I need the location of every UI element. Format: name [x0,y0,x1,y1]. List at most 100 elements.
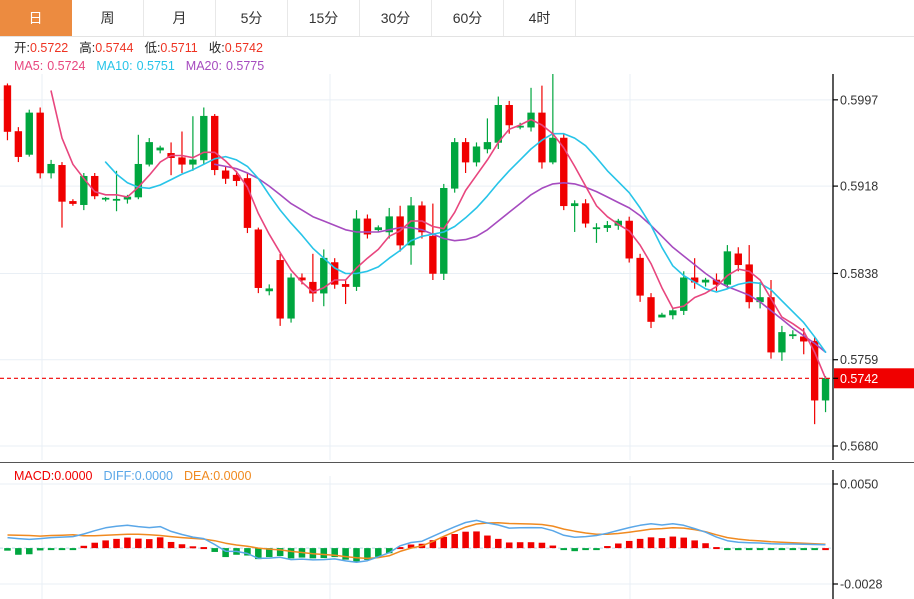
macd-legend: MACD:0.0000 DIFF:0.0000 DEA:0.0000 [14,468,251,484]
macd-chart[interactable]: 0.0050 -0.0028 [0,462,914,599]
macd-bar [47,548,55,551]
period-tab-label: 30分 [380,10,411,26]
macd-bar [69,548,77,551]
macd-bar [625,540,633,549]
macd-bar [505,542,513,549]
macd-bar [145,539,153,549]
candle-body [101,197,110,200]
candle-body [461,142,470,163]
period-tab-label: 5分 [240,10,263,26]
period-tab-2[interactable]: 月 [144,0,216,36]
dea-label: DEA: [184,469,214,483]
macd-bar [473,531,480,549]
candle-body [778,332,786,353]
macd-bar [244,548,251,556]
macd-bar [167,541,175,549]
macd-bar [582,548,589,551]
last-price-badge [834,368,914,389]
macd-bar [647,537,655,549]
candle-body [418,205,426,233]
candle-body [614,220,622,226]
macd-bar [407,544,415,549]
price-legend: 开:0.5722 高:0.5744 低:0.5711 收:0.5742 MA5: 0.5… [14,40,264,76]
candle-body [363,218,372,235]
open-label: 开: [14,41,30,55]
price-tick-label: 0.5680 [840,440,878,454]
period-tab-label: 4时 [528,10,551,26]
candle-body [603,225,612,228]
period-tabbar: 日 周 月 5分 15分 30分 60分 4时 [0,0,914,37]
period-tab-4[interactable]: 15分 [288,0,360,36]
macd-bar [222,548,229,558]
candle-body [254,229,263,288]
candle-body [625,220,633,259]
ma5-line [50,90,827,380]
macd-bar [189,546,197,549]
candle-body [80,175,88,205]
macd-bar [287,548,295,559]
period-tab-7[interactable]: 4时 [504,0,576,36]
candle-body [156,147,164,151]
macd-bar [135,538,142,549]
candle-body [374,227,383,231]
period-tab-1[interactable]: 周 [72,0,144,36]
candle-body [265,288,273,292]
period-tab-3[interactable]: 5分 [216,0,288,36]
macd-bar [800,548,808,551]
macd-bar [495,538,502,549]
candle-body [352,218,361,287]
macd-label: MACD: [14,469,55,483]
macd-bar [113,538,120,549]
macd-bar [396,547,404,550]
candle-body [647,297,655,322]
candle-body [669,310,677,316]
macd-bar [36,548,44,551]
macd-bar [549,545,557,549]
candle-body [810,340,819,401]
period-tab-label: 60分 [452,10,483,26]
candle-body [341,284,350,287]
candle-body [3,85,12,132]
macd-bar [102,540,109,549]
period-tab-0[interactable]: 日 [0,0,72,36]
ma20-line [213,163,827,353]
candle-body [581,203,590,224]
macd-bar [156,537,164,549]
macd-tick-label: -0.0028 [840,578,882,592]
macd-bar [593,548,600,551]
diff-value: 0.0000 [134,469,173,483]
period-tab-5[interactable]: 30分 [360,0,432,36]
macd-bar [516,542,524,549]
macd-bar [527,542,535,549]
ma10-line [104,132,827,353]
price-plot: 0.5997 0.5918 0.5838 0.5759 0.5680 0.5742 [0,74,914,460]
high-value: 0.5744 [95,41,134,55]
macd-bar [745,548,753,551]
macd-bar [265,548,273,558]
macd-bar [778,548,786,551]
last-price-badge-label: 0.5742 [840,372,878,386]
macd-bar [735,548,742,551]
macd-bar [560,548,568,551]
period-tab-label: 周 [100,10,115,26]
macd-bar [538,542,546,549]
macd-bar [4,548,11,551]
macd-bar [385,548,393,554]
candle-series [3,74,830,425]
macd-bar [484,535,491,549]
macd-bar [178,544,186,549]
macd-bar [724,548,731,551]
macd-bar [255,548,262,560]
candle-body [680,277,688,311]
candle-body [287,277,295,319]
candle-body [734,253,742,266]
diff-label: DIFF: [103,469,135,483]
candle-body [821,377,830,401]
macd-bar [276,548,284,557]
period-tab-6[interactable]: 60分 [432,0,504,36]
candle-body [560,137,568,207]
candlestick-chart[interactable]: 0.5997 0.5918 0.5838 0.5759 0.5680 0.5742 [0,74,914,460]
macd-bar [364,548,371,560]
candle-body [189,159,197,165]
macd-bar [429,540,437,549]
